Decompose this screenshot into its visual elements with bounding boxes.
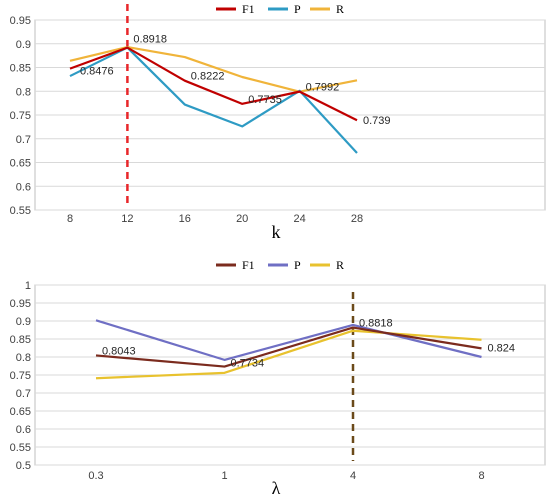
y-tick-label: 0.6 (16, 424, 31, 436)
y-tick-label: 0.85 (10, 334, 31, 346)
data-label: 0.7735 (248, 94, 282, 106)
y-tick-label: 0.9 (16, 39, 31, 51)
y-tick-label: 0.85 (10, 63, 31, 75)
data-label: 0.824 (488, 342, 516, 354)
x-tick-label: 20 (236, 213, 248, 225)
x-tick-label: 24 (293, 213, 305, 225)
y-tick-label: 0.65 (10, 158, 31, 170)
y-tick-label: 0.7 (16, 388, 31, 400)
y-tick-label: 0.9 (16, 316, 31, 328)
legend-label: P (294, 258, 301, 272)
series-line-r (95, 329, 482, 380)
x-tick-label: 0.3 (88, 470, 103, 482)
data-label: 0.739 (363, 115, 391, 127)
x-tick-label: 8 (478, 470, 484, 482)
data-label: 0.8476 (80, 66, 114, 78)
y-tick-label: 0.95 (10, 298, 31, 310)
y-tick-label: 0.7 (16, 134, 31, 146)
series-line-p (95, 319, 482, 361)
x-tick-label: 8 (67, 213, 73, 225)
y-tick-label: 0.75 (10, 370, 31, 382)
data-label: 0.8818 (359, 318, 393, 330)
chart-panel-2: 0.5 0.55 0.6 0.65 0.7 0.75 0.8 0.85 0.9 0.95 1 0.3 1… (10, 258, 546, 497)
y-tick-label: 0.5 (16, 460, 31, 472)
series-line-f1 (69, 46, 358, 122)
y-tick-label: 0.8 (16, 86, 31, 98)
data-label: 0.7992 (306, 82, 340, 94)
data-label: 0.8043 (102, 345, 136, 357)
data-label: 0.7734 (231, 358, 265, 370)
chart-panel-1: 0.55 0.6 0.65 0.7 0.75 0.8 0.85 0.9 0.95 8 12 16 20 2… (10, 2, 546, 242)
x-axis-label: λ (272, 478, 281, 497)
y-tick-label: 0.6 (16, 181, 31, 193)
y-tick-label: 0.8 (16, 352, 31, 364)
legend-label: R (336, 258, 344, 272)
series-line-p (69, 46, 358, 154)
y-tick-label: 0.55 (10, 205, 31, 217)
legend-label: P (294, 2, 301, 16)
y-tick-label: 0.65 (10, 406, 31, 418)
series-line-r (69, 45, 358, 93)
y-tick-label: 1 (25, 280, 31, 292)
x-tick-label: 12 (121, 213, 133, 225)
x-axis-label: k (272, 222, 281, 242)
legend-label: F1 (242, 2, 255, 16)
y-tick-label: 0.75 (10, 110, 31, 122)
x-tick-label: 28 (351, 213, 363, 225)
y-tick-label: 0.95 (10, 15, 31, 27)
data-label: 0.8918 (133, 34, 167, 46)
x-tick-label: 16 (179, 213, 191, 225)
legend-label: R (336, 2, 344, 16)
y-tick-label: 0.55 (10, 442, 31, 454)
data-label: 0.8222 (191, 71, 225, 83)
x-tick-label: 1 (221, 470, 227, 482)
legend-label: F1 (242, 258, 255, 272)
x-tick-label: 4 (350, 470, 356, 482)
series-line-f1 (95, 326, 482, 368)
